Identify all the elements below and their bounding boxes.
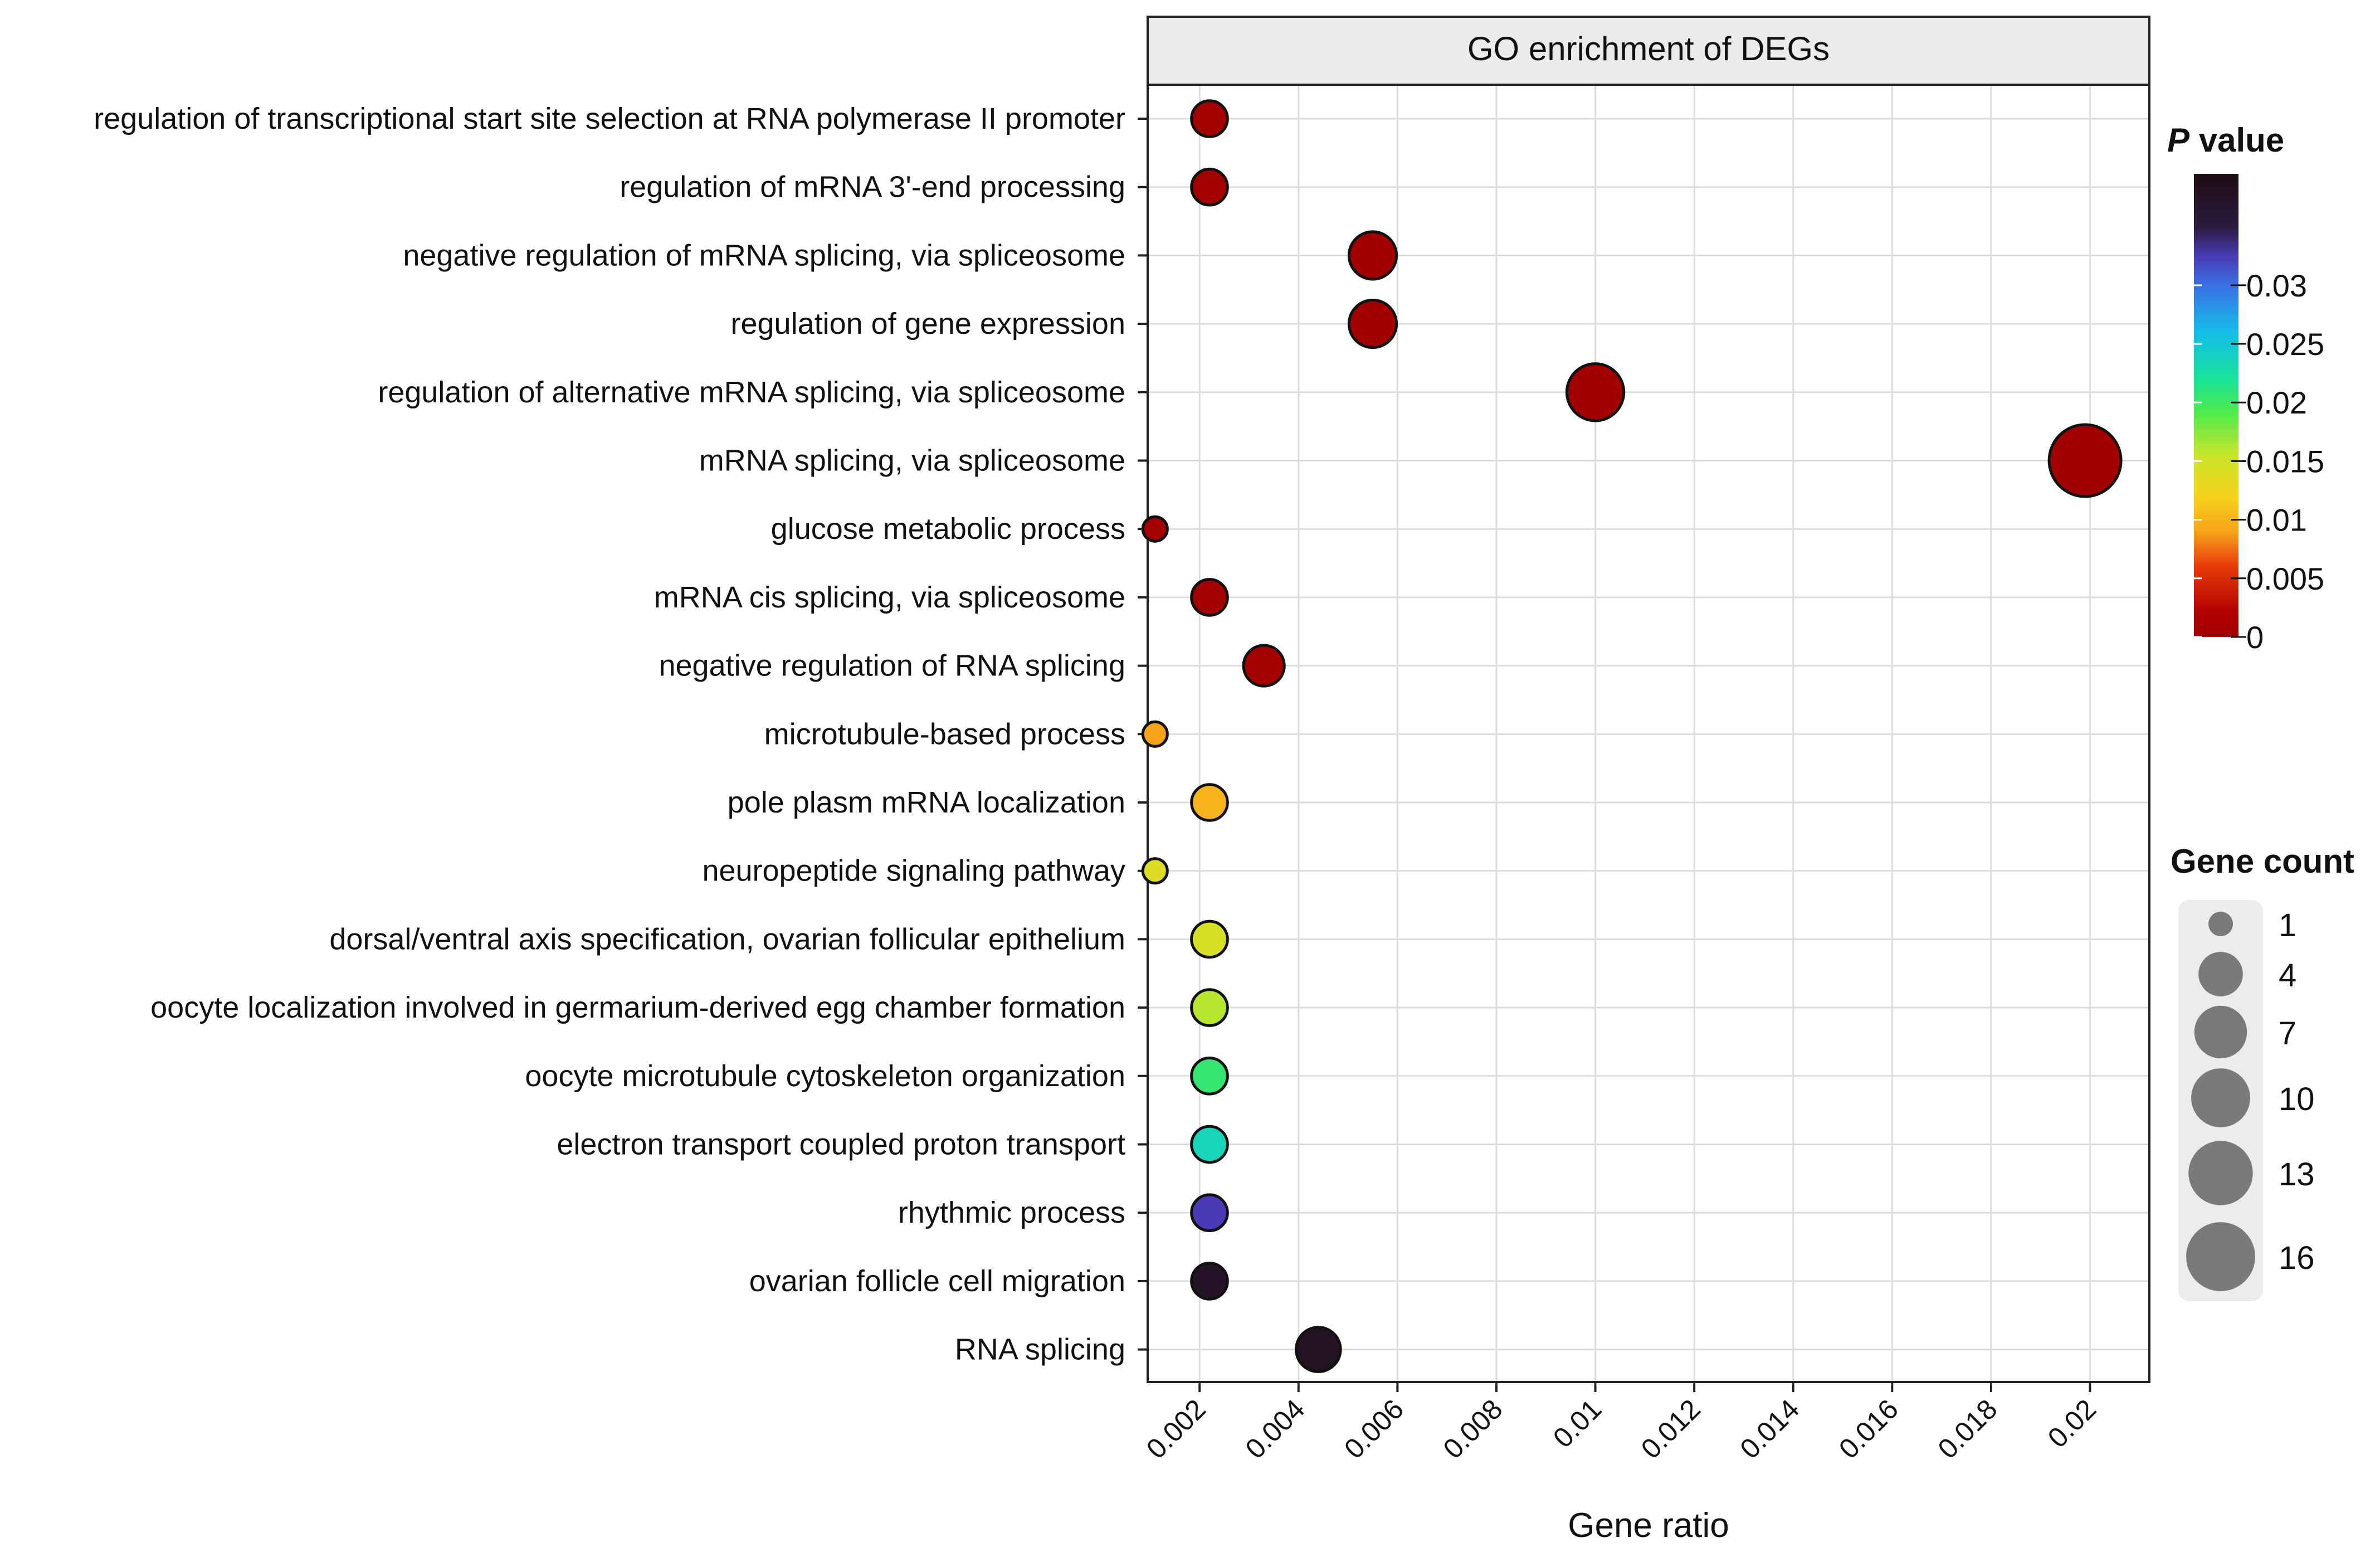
data-point (1294, 1326, 1342, 1373)
size-legend-circle (2194, 1005, 2247, 1059)
x-tick-label: 0.02 (2042, 1393, 2102, 1453)
color-bar-label: 0 (2246, 620, 2264, 655)
data-point (1190, 1125, 1229, 1164)
y-tick-label: electron transport coupled proton transp… (557, 1128, 1125, 1161)
size-legend-circle (2191, 1068, 2250, 1127)
color-bar-label: 0.02 (2246, 385, 2307, 420)
y-tick-label: regulation of alternative mRNA splicing,… (378, 376, 1125, 409)
size-legend-label: 1 (2279, 907, 2296, 943)
y-tick-label: rhythmic process (898, 1196, 1125, 1229)
data-point (1141, 515, 1169, 543)
color-bar-label: 0.005 (2246, 561, 2324, 596)
data-point (1190, 783, 1229, 822)
data-point (1190, 99, 1229, 138)
data-point (1190, 1193, 1229, 1233)
y-tick-label: pole plasm mRNA localization (728, 786, 1125, 819)
color-legend-title: P value (2167, 121, 2284, 159)
y-tick-label: mRNA cis splicing, via spliceosome (654, 581, 1125, 614)
x-tick-label: 0.004 (1240, 1393, 1311, 1465)
data-point (1141, 720, 1169, 748)
x-tick-label: 0.014 (1734, 1393, 1805, 1465)
y-tick-label: oocyte localization involved in germariu… (150, 991, 1125, 1024)
x-axis-label: Gene ratio (1568, 1506, 1729, 1545)
data-point (2047, 423, 2123, 498)
data-point (1190, 919, 1229, 959)
data-point (1565, 362, 1626, 422)
size-legend-title: Gene count (2171, 843, 2354, 880)
y-tick-label: regulation of gene expression (731, 307, 1126, 340)
data-point (1190, 1056, 1229, 1096)
y-tick-label: ovarian follicle cell migration (749, 1264, 1125, 1298)
data-point (1347, 298, 1398, 349)
chart-title: GO enrichment of DEGs (1467, 30, 1830, 67)
y-tick-label: glucose metabolic process (771, 512, 1125, 546)
x-tick-label: 0.012 (1635, 1393, 1706, 1465)
data-point (1190, 578, 1229, 617)
size-legend-circle (2188, 1141, 2253, 1205)
data-point (1141, 857, 1169, 885)
data-point (1190, 167, 1229, 207)
size-legend-circle (2186, 1222, 2255, 1291)
y-tick-label: negative regulation of RNA splicing (659, 649, 1125, 683)
x-tick-label: 0.006 (1338, 1393, 1410, 1465)
size-legend-label: 10 (2279, 1081, 2315, 1117)
y-tick-label: dorsal/ventral axis specification, ovari… (329, 922, 1125, 956)
x-tick-label: 0.018 (1932, 1393, 2003, 1465)
data-point (1190, 1262, 1229, 1301)
y-tick-label: negative regulation of mRNA splicing, vi… (403, 239, 1125, 272)
y-tick-label: mRNA splicing, via spliceosome (699, 444, 1125, 478)
y-tick-label: RNA splicing (955, 1333, 1125, 1366)
size-legend-label: 16 (2279, 1240, 2315, 1276)
x-tick-label: 0.008 (1437, 1393, 1509, 1465)
size-legend-label: 13 (2279, 1156, 2315, 1193)
data-point (1347, 230, 1398, 281)
data-point (1190, 988, 1229, 1027)
color-bar-label: 0.015 (2246, 444, 2324, 479)
size-legend-label: 7 (2279, 1015, 2296, 1052)
y-tick-label: regulation of mRNA 3'-end processing (620, 171, 1125, 204)
chart-title-strip (1147, 16, 2150, 86)
color-bar-label: 0.01 (2246, 503, 2307, 538)
color-bar-label: 0.03 (2246, 268, 2307, 303)
x-tick-label: 0.002 (1140, 1393, 1212, 1465)
size-legend-circle (2198, 952, 2243, 996)
x-tick-label: 0.016 (1833, 1393, 1904, 1465)
color-bar (2194, 174, 2238, 637)
y-tick-label: neuropeptide signaling pathway (702, 854, 1125, 888)
y-tick-label: oocyte microtubule cytoskeleton organiza… (525, 1059, 1125, 1093)
size-legend-label: 4 (2279, 957, 2296, 994)
color-bar-label: 0.025 (2246, 327, 2324, 362)
y-tick-label: regulation of transcriptional start site… (94, 102, 1125, 135)
data-point (1242, 644, 1286, 688)
y-tick-label: microtubule-based process (764, 717, 1125, 751)
size-legend-circle (2208, 912, 2233, 936)
x-tick-label: 0.01 (1547, 1393, 1607, 1453)
